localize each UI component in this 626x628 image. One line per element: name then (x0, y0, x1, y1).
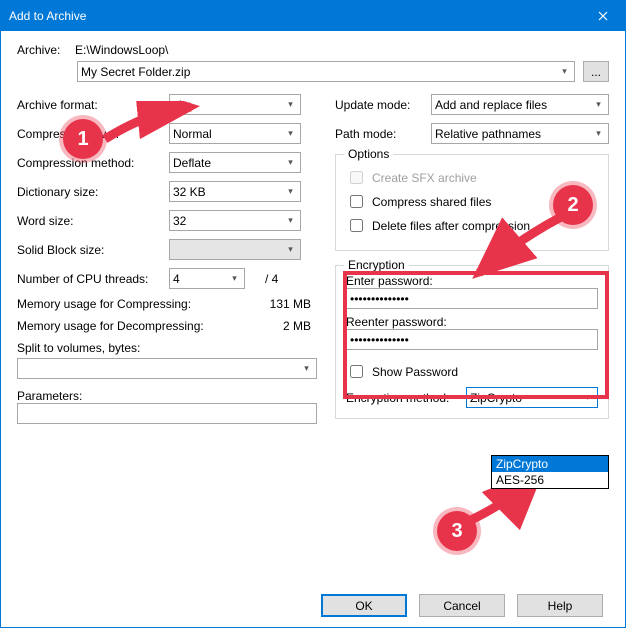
dictionary-combo[interactable]: 32 KB ▾ (169, 181, 301, 202)
chevron-down-icon: ▾ (227, 271, 242, 286)
help-button[interactable]: Help (517, 594, 603, 617)
chevron-down-icon: ▾ (283, 126, 298, 141)
params-input[interactable] (17, 403, 317, 424)
format-combo[interactable]: zip ▾ (169, 94, 301, 115)
archive-filename: My Secret Folder.zip (81, 65, 190, 79)
chevron-down-icon: ▾ (283, 184, 298, 199)
compression-method-label: Compression method: (17, 156, 169, 170)
annotation-rect-encryption (343, 271, 609, 399)
left-column: Archive format: zip ▾ Compression level:… (17, 94, 317, 424)
pathmode-label: Path mode: (335, 127, 431, 141)
solidblock-combo: ▾ (169, 239, 301, 260)
archive-label: Archive: (17, 43, 69, 57)
pathmode-combo[interactable]: Relative pathnames ▾ (431, 123, 609, 144)
annotation-circle-2: 2 (553, 185, 593, 225)
chevron-down-icon: ▾ (591, 97, 606, 112)
options-legend: Options (344, 147, 393, 161)
dialog-buttons: OK Cancel Help (1, 594, 625, 617)
split-label: Split to volumes, bytes: (17, 341, 317, 355)
chevron-down-icon: ▾ (591, 126, 606, 141)
solidblock-label: Solid Block size: (17, 243, 169, 257)
chevron-down-icon: ▾ (283, 97, 298, 112)
cputhreads-label: Number of CPU threads: (17, 272, 169, 286)
chevron-down-icon: ▾ (557, 64, 572, 79)
archive-path: E:\WindowsLoop\ (75, 43, 609, 57)
compression-level-combo[interactable]: Normal ▾ (169, 123, 301, 144)
encryption-option-aes256[interactable]: AES-256 (492, 472, 608, 488)
memdecomp-value: 2 MB (204, 319, 317, 333)
sfx-checkbox: Create SFX archive (346, 168, 598, 187)
ok-button[interactable]: OK (321, 594, 407, 617)
annotation-circle-3: 3 (437, 511, 477, 551)
memcomp-value: 131 MB (191, 297, 317, 311)
memdecomp-label: Memory usage for Decompressing: (17, 319, 204, 333)
encryption-legend: Encryption (344, 258, 409, 272)
memcomp-label: Memory usage for Compressing: (17, 297, 191, 311)
encryption-option-zipcrypto[interactable]: ZipCrypto (492, 456, 608, 472)
wordsize-combo[interactable]: 32 ▾ (169, 210, 301, 231)
updatemode-combo[interactable]: Add and replace files ▾ (431, 94, 609, 115)
format-label: Archive format: (17, 98, 169, 112)
cancel-button[interactable]: Cancel (419, 594, 505, 617)
split-combo[interactable]: ▾ (17, 358, 317, 379)
cputhreads-max: / 4 (265, 272, 278, 286)
compression-method-combo[interactable]: Deflate ▾ (169, 152, 301, 173)
window-title: Add to Archive (9, 9, 86, 23)
titlebar: Add to Archive (1, 1, 625, 31)
archive-filename-combo[interactable]: My Secret Folder.zip ▾ (77, 61, 575, 82)
chevron-down-icon: ▾ (283, 213, 298, 228)
updatemode-label: Update mode: (335, 98, 431, 112)
close-button[interactable] (581, 1, 625, 31)
chevron-down-icon: ▾ (299, 361, 314, 376)
annotation-circle-1: 1 (63, 119, 103, 159)
browse-button[interactable]: ... (583, 61, 609, 82)
chevron-down-icon: ▾ (283, 242, 298, 257)
dictionary-label: Dictionary size: (17, 185, 169, 199)
encryption-method-dropdown[interactable]: ZipCrypto AES-256 (491, 455, 609, 489)
params-label: Parameters: (17, 389, 317, 403)
wordsize-label: Word size: (17, 214, 169, 228)
chevron-down-icon: ▾ (283, 155, 298, 170)
cputhreads-combo[interactable]: 4 ▾ (169, 268, 245, 289)
